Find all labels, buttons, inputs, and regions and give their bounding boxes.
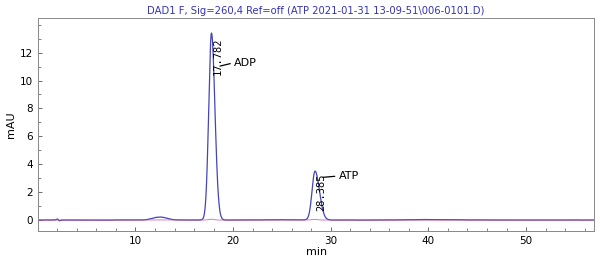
X-axis label: min: min xyxy=(305,247,327,257)
Text: ADP: ADP xyxy=(234,58,257,68)
Text: ATP: ATP xyxy=(338,171,359,181)
Text: 17.782: 17.782 xyxy=(213,37,223,75)
Y-axis label: mAU: mAU xyxy=(5,111,16,138)
Title: DAD1 F, Sig=260,4 Ref=off (ATP 2021-01-31 13-09-51\006-0101.D): DAD1 F, Sig=260,4 Ref=off (ATP 2021-01-3… xyxy=(148,6,485,16)
Text: 28.385: 28.385 xyxy=(316,173,326,211)
